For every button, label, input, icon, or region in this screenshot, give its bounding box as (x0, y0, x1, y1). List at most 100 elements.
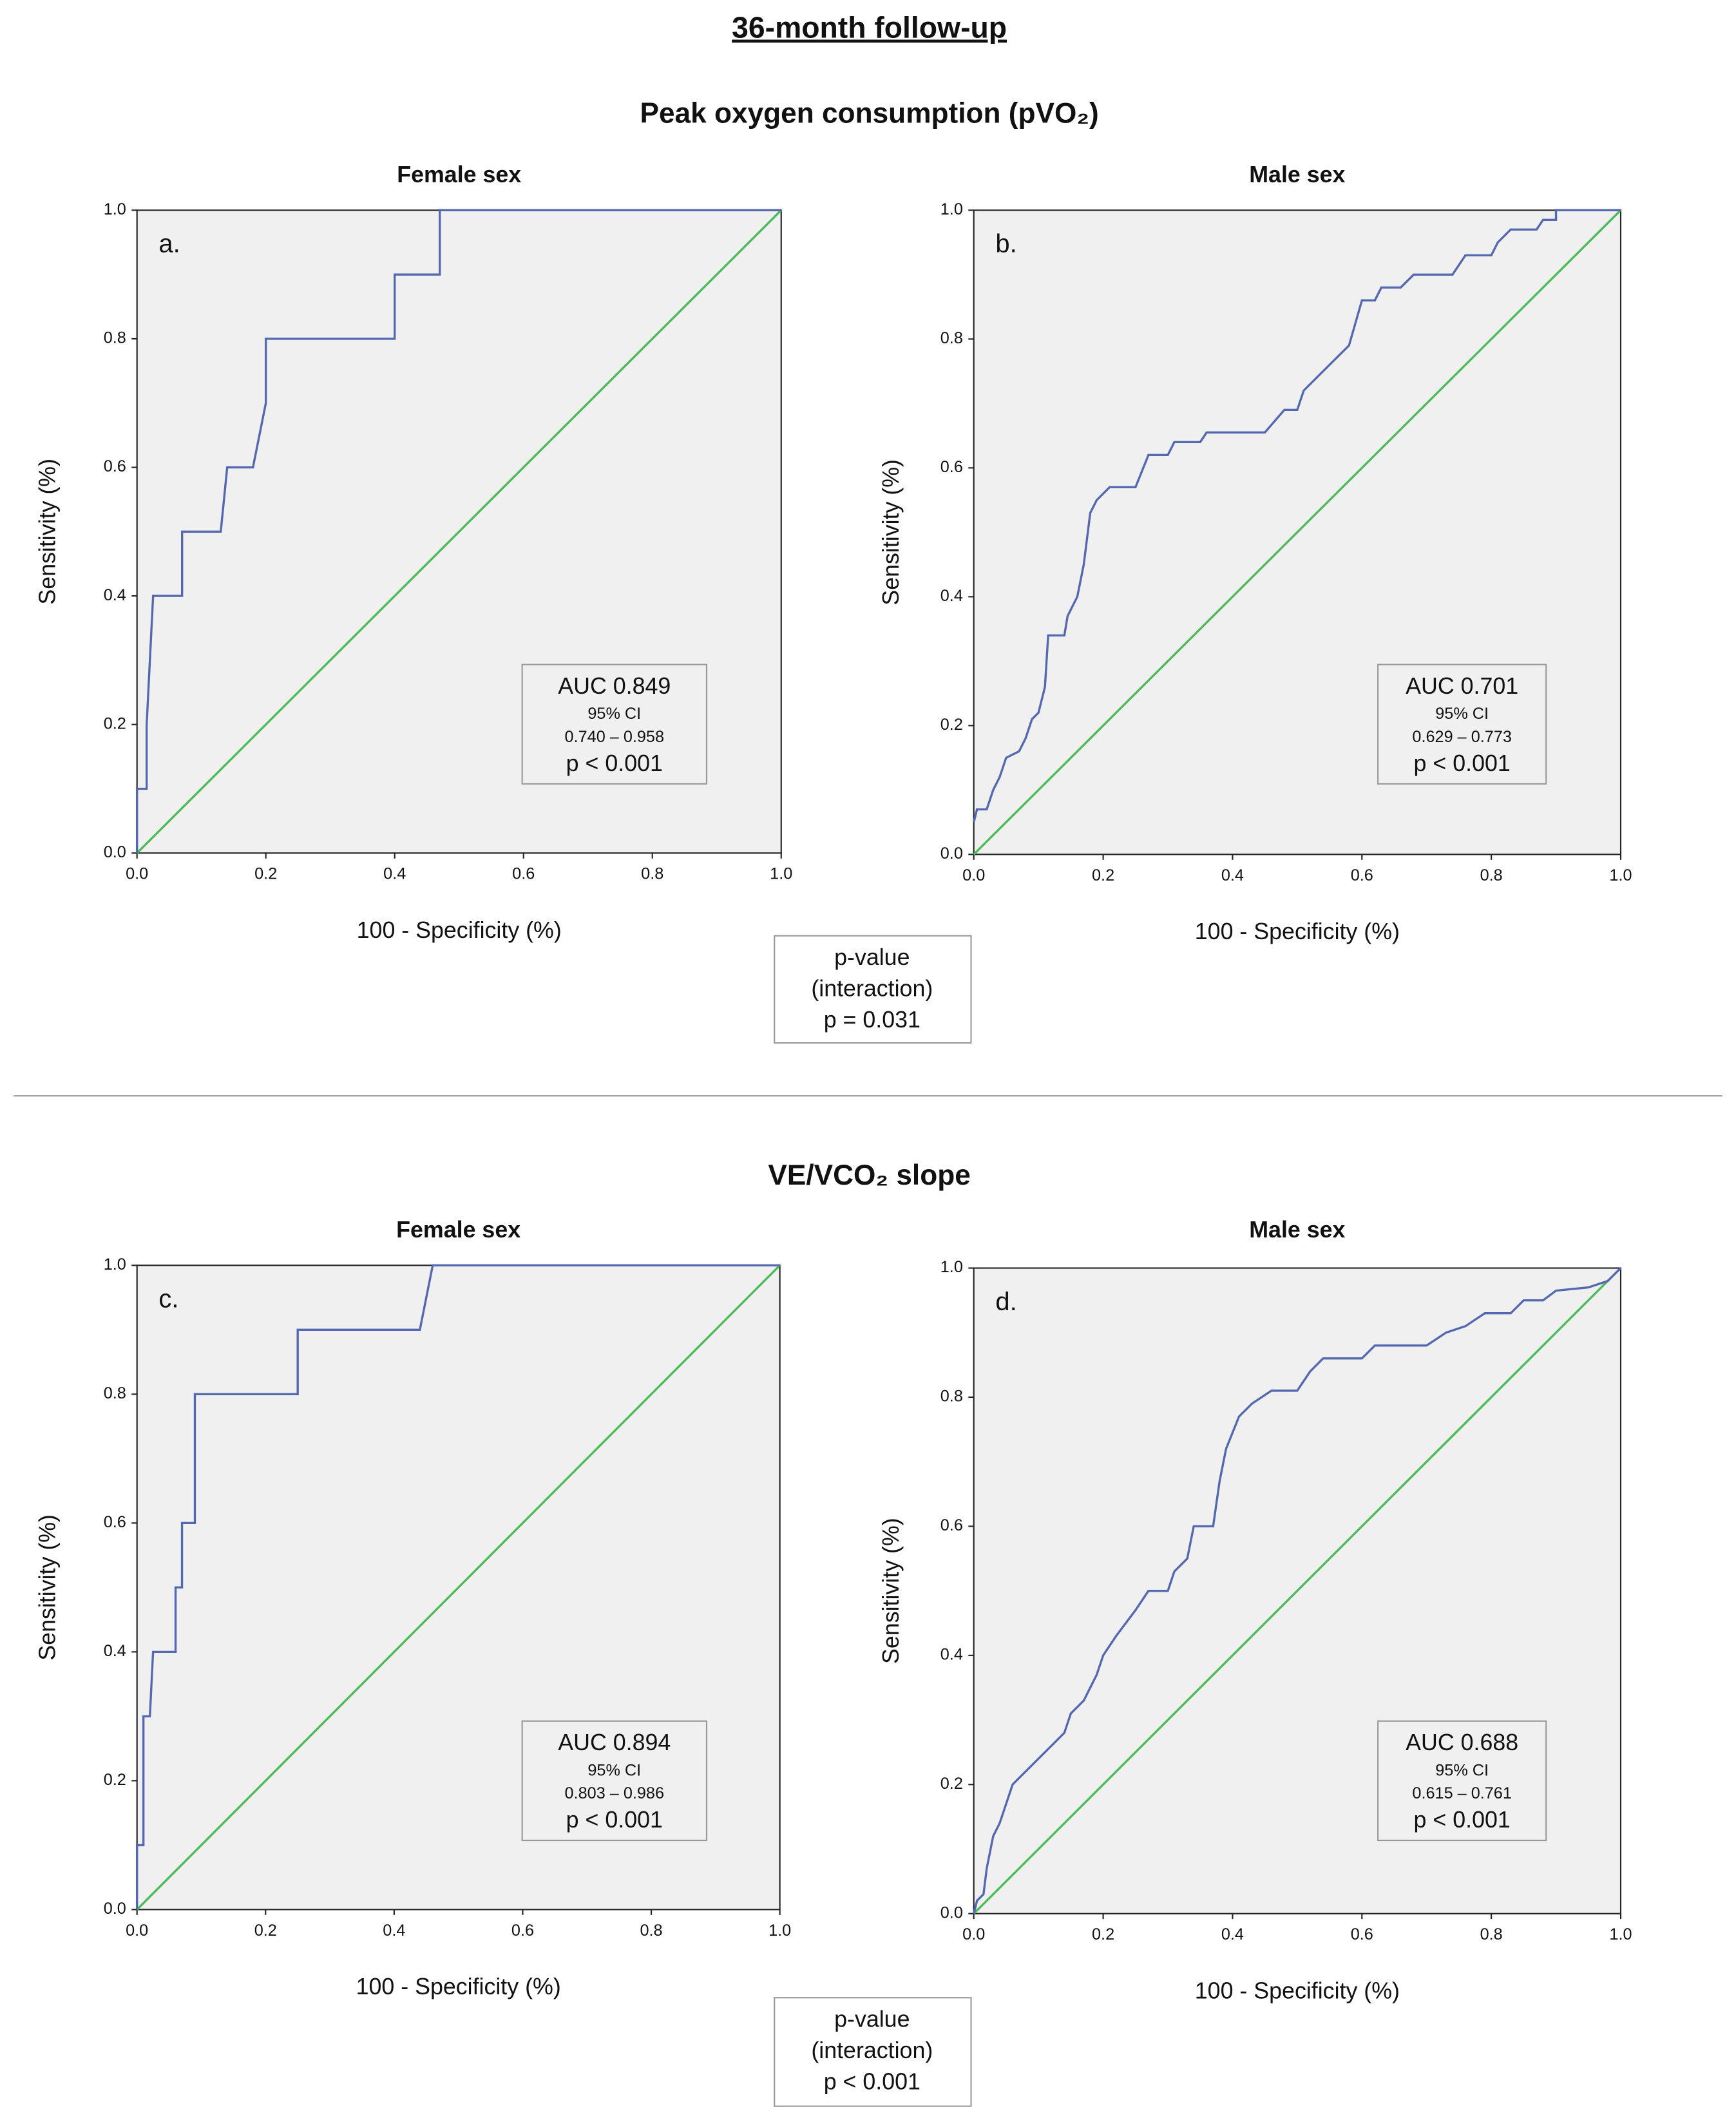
y-tick-label: 0.2 (940, 716, 963, 734)
auc-text: p < 0.001 (1414, 750, 1511, 776)
x-tick-label: 0.4 (1221, 1925, 1244, 1943)
auc-text: 0.803 – 0.986 (565, 1784, 664, 1802)
x-tick-label: 0.0 (126, 865, 148, 883)
interaction-text: p = 0.031 (824, 1007, 920, 1033)
y-tick-label: 0.4 (940, 1646, 963, 1664)
x-tick-label: 0.6 (511, 1922, 534, 1940)
chart-title: Female sex (396, 1217, 520, 1243)
auc-text: 95% CI (587, 1761, 641, 1779)
y-tick-label: 0.0 (104, 1900, 126, 1918)
y-tick-label: 1.0 (104, 200, 126, 218)
interaction-text: p < 0.001 (824, 2068, 920, 2094)
roc-line (973, 1267, 1622, 1914)
roc-line (973, 209, 1622, 855)
auc-text: AUC 0.849 (558, 673, 671, 699)
x-tick-label: 1.0 (770, 865, 792, 883)
y-tick-label: 0.4 (104, 586, 126, 604)
x-tick-label: 0.4 (383, 1922, 405, 1940)
roc-line (136, 1264, 781, 1911)
panel-label: b. (995, 230, 1016, 258)
interaction-box (774, 1997, 972, 2107)
auc-box (1377, 1720, 1547, 1842)
x-axis-label: 100 - Specificity (%) (1195, 1978, 1400, 2003)
x-tick-label: 0.6 (1351, 866, 1373, 884)
chart-title: Male sex (1249, 1217, 1345, 1243)
interaction-text: p-value (834, 944, 910, 970)
auc-text: 0.629 – 0.773 (1412, 728, 1511, 746)
x-tick-label: 0.0 (962, 866, 985, 884)
auc-box (521, 1720, 708, 1842)
x-tick-label: 0.2 (254, 865, 277, 883)
x-tick-label: 0.0 (962, 1925, 985, 1943)
y-tick-label: 0.4 (940, 587, 963, 605)
auc-text: AUC 0.701 (1406, 673, 1518, 699)
y-tick-label: 0.8 (940, 329, 963, 347)
y-tick-label: 0.6 (104, 457, 126, 475)
x-tick-label: 1.0 (768, 1922, 791, 1940)
figure-title: 36-month follow-up (732, 11, 1007, 44)
roc-line (136, 209, 781, 854)
roc-line (136, 209, 782, 854)
y-tick-label: 0.6 (104, 1513, 126, 1531)
panel-label: d. (995, 1288, 1016, 1316)
x-tick-label: 0.6 (512, 865, 535, 883)
roc-line (973, 1267, 1622, 1914)
x-tick-label: 0.8 (641, 865, 663, 883)
interaction-text: (interaction) (811, 975, 933, 1001)
y-tick-label: 0.0 (940, 844, 963, 863)
x-tick-label: 1.0 (1609, 866, 1632, 884)
y-axis-label: Sensitivity (%) (878, 1518, 904, 1664)
auc-text: p < 0.001 (1414, 1807, 1511, 1833)
auc-box (521, 663, 708, 785)
y-tick-label: 1.0 (940, 1258, 963, 1276)
y-tick-label: 0.4 (104, 1642, 126, 1660)
auc-text: 95% CI (587, 705, 641, 723)
roc-line (136, 1264, 780, 1910)
x-tick-label: 0.2 (1092, 866, 1114, 884)
x-axis-label: 100 - Specificity (%) (1195, 919, 1400, 944)
y-tick-label: 0.8 (940, 1388, 963, 1406)
section-title: VE/VCO₂ slope (768, 1159, 970, 1191)
y-axis-label: Sensitivity (%) (34, 1514, 60, 1661)
x-tick-label: 0.4 (1221, 866, 1244, 884)
x-tick-label: 0.0 (126, 1922, 148, 1940)
y-tick-label: 1.0 (104, 1255, 126, 1274)
y-tick-label: 0.8 (104, 329, 126, 347)
y-tick-label: 0.8 (104, 1384, 126, 1402)
x-tick-label: 0.8 (640, 1922, 663, 1940)
auc-text: 0.740 – 0.958 (565, 728, 664, 746)
auc-text: 95% CI (1435, 705, 1489, 723)
y-axis-label: Sensitivity (%) (878, 459, 904, 606)
y-tick-label: 0.2 (104, 714, 126, 732)
x-tick-label: 0.2 (1092, 1925, 1114, 1943)
x-tick-label: 0.8 (1480, 1925, 1503, 1943)
section-title: Peak oxygen consumption (pVO₂) (640, 98, 1098, 129)
y-tick-label: 1.0 (940, 200, 963, 218)
x-tick-label: 0.8 (1480, 866, 1503, 884)
x-axis-label: 100 - Specificity (%) (357, 917, 562, 943)
interaction-text: (interaction) (811, 2037, 933, 2063)
x-axis-label: 100 - Specificity (%) (356, 1974, 561, 1999)
roc-line (973, 209, 1621, 823)
auc-text: AUC 0.894 (558, 1730, 671, 1755)
x-tick-label: 0.6 (1351, 1925, 1373, 1943)
auc-text: p < 0.001 (566, 1807, 663, 1833)
y-tick-label: 0.2 (940, 1775, 963, 1793)
y-tick-label: 0.0 (940, 1903, 963, 1922)
y-tick-label: 0.2 (104, 1771, 126, 1789)
x-tick-label: 1.0 (1609, 1925, 1632, 1943)
panel-label: c. (158, 1285, 178, 1313)
x-tick-label: 0.2 (254, 1922, 277, 1940)
interaction-text: p-value (834, 2006, 910, 2032)
auc-box (1377, 663, 1547, 785)
interaction-box (774, 935, 972, 1044)
panel-label: a. (158, 230, 180, 258)
auc-text: 95% CI (1435, 1761, 1489, 1779)
y-tick-label: 0.6 (940, 458, 963, 476)
y-axis-label: Sensitivity (%) (34, 459, 60, 605)
x-tick-label: 0.4 (383, 865, 406, 883)
chart-title: Female sex (397, 162, 521, 187)
y-tick-label: 0.6 (940, 1516, 963, 1534)
auc-text: AUC 0.688 (1406, 1730, 1518, 1755)
